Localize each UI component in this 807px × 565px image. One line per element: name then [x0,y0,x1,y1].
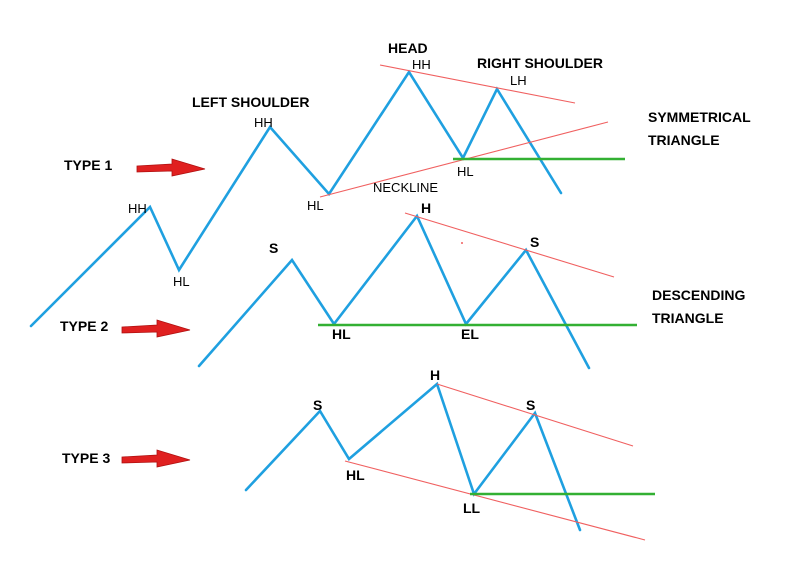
type-2-group: TYPE 2 S HL H EL S DESCENDING TRIANGLE [60,200,745,370]
right-shoulder-label: RIGHT SHOULDER [477,55,603,71]
type-3-lower-trendline [344,460,646,541]
left-shoulder-label: LEFT SHOULDER [192,94,309,110]
descending-label: DESCENDING [652,287,745,303]
lh-label: LH [510,73,527,88]
type-2-el-label: EL [461,326,479,342]
type-2-arrow-icon [121,319,191,338]
type-1-arrow-icon [136,158,206,177]
type-2-left-shoulder-s-label: S [269,240,278,256]
type-3-right-shoulder-s-label: S [526,397,535,413]
symmetrical-triangle-label: TRIANGLE [648,132,720,148]
type-2-label: TYPE 2 [60,318,108,334]
type-1-group: TYPE 1 LEFT SHOULDER HEAD RIGHT SHOULDER… [29,40,751,328]
type-1-price-wave [29,69,563,328]
hh-left-shoulder-label: HH [254,115,273,130]
type-2-head-h-label: H [421,200,431,216]
type-3-group: TYPE 3 S HL H LL S [62,367,655,541]
hl-neck-label: HL [307,198,324,213]
hh-first-peak-label: HH [128,201,147,216]
type-3-arrow-icon [121,449,191,468]
hh-head-label: HH [412,57,431,72]
hl-right-label: HL [457,164,474,179]
type-3-head-h-label: H [430,367,440,383]
type-2-stray-dot [461,242,463,244]
type-3-left-shoulder-s-label: S [313,397,322,413]
type-1-label: TYPE 1 [64,157,112,173]
hl-first-trough-label: HL [173,274,190,289]
descending-triangle-label: TRIANGLE [652,310,724,326]
neckline-label: NECKLINE [373,180,438,195]
type-3-upper-trendline [436,383,634,447]
type-2-hl-label: HL [332,326,351,342]
symmetrical-label: SYMMETRICAL [648,109,751,125]
type-1-head-trendline [379,64,576,104]
type-2-right-shoulder-s-label: S [530,234,539,250]
head-label: HEAD [388,40,428,56]
type-3-label: TYPE 3 [62,450,110,466]
type-3-hl-label: HL [346,467,365,483]
type-3-ll-label: LL [463,500,481,516]
type-2-descending-trendline [404,212,615,278]
